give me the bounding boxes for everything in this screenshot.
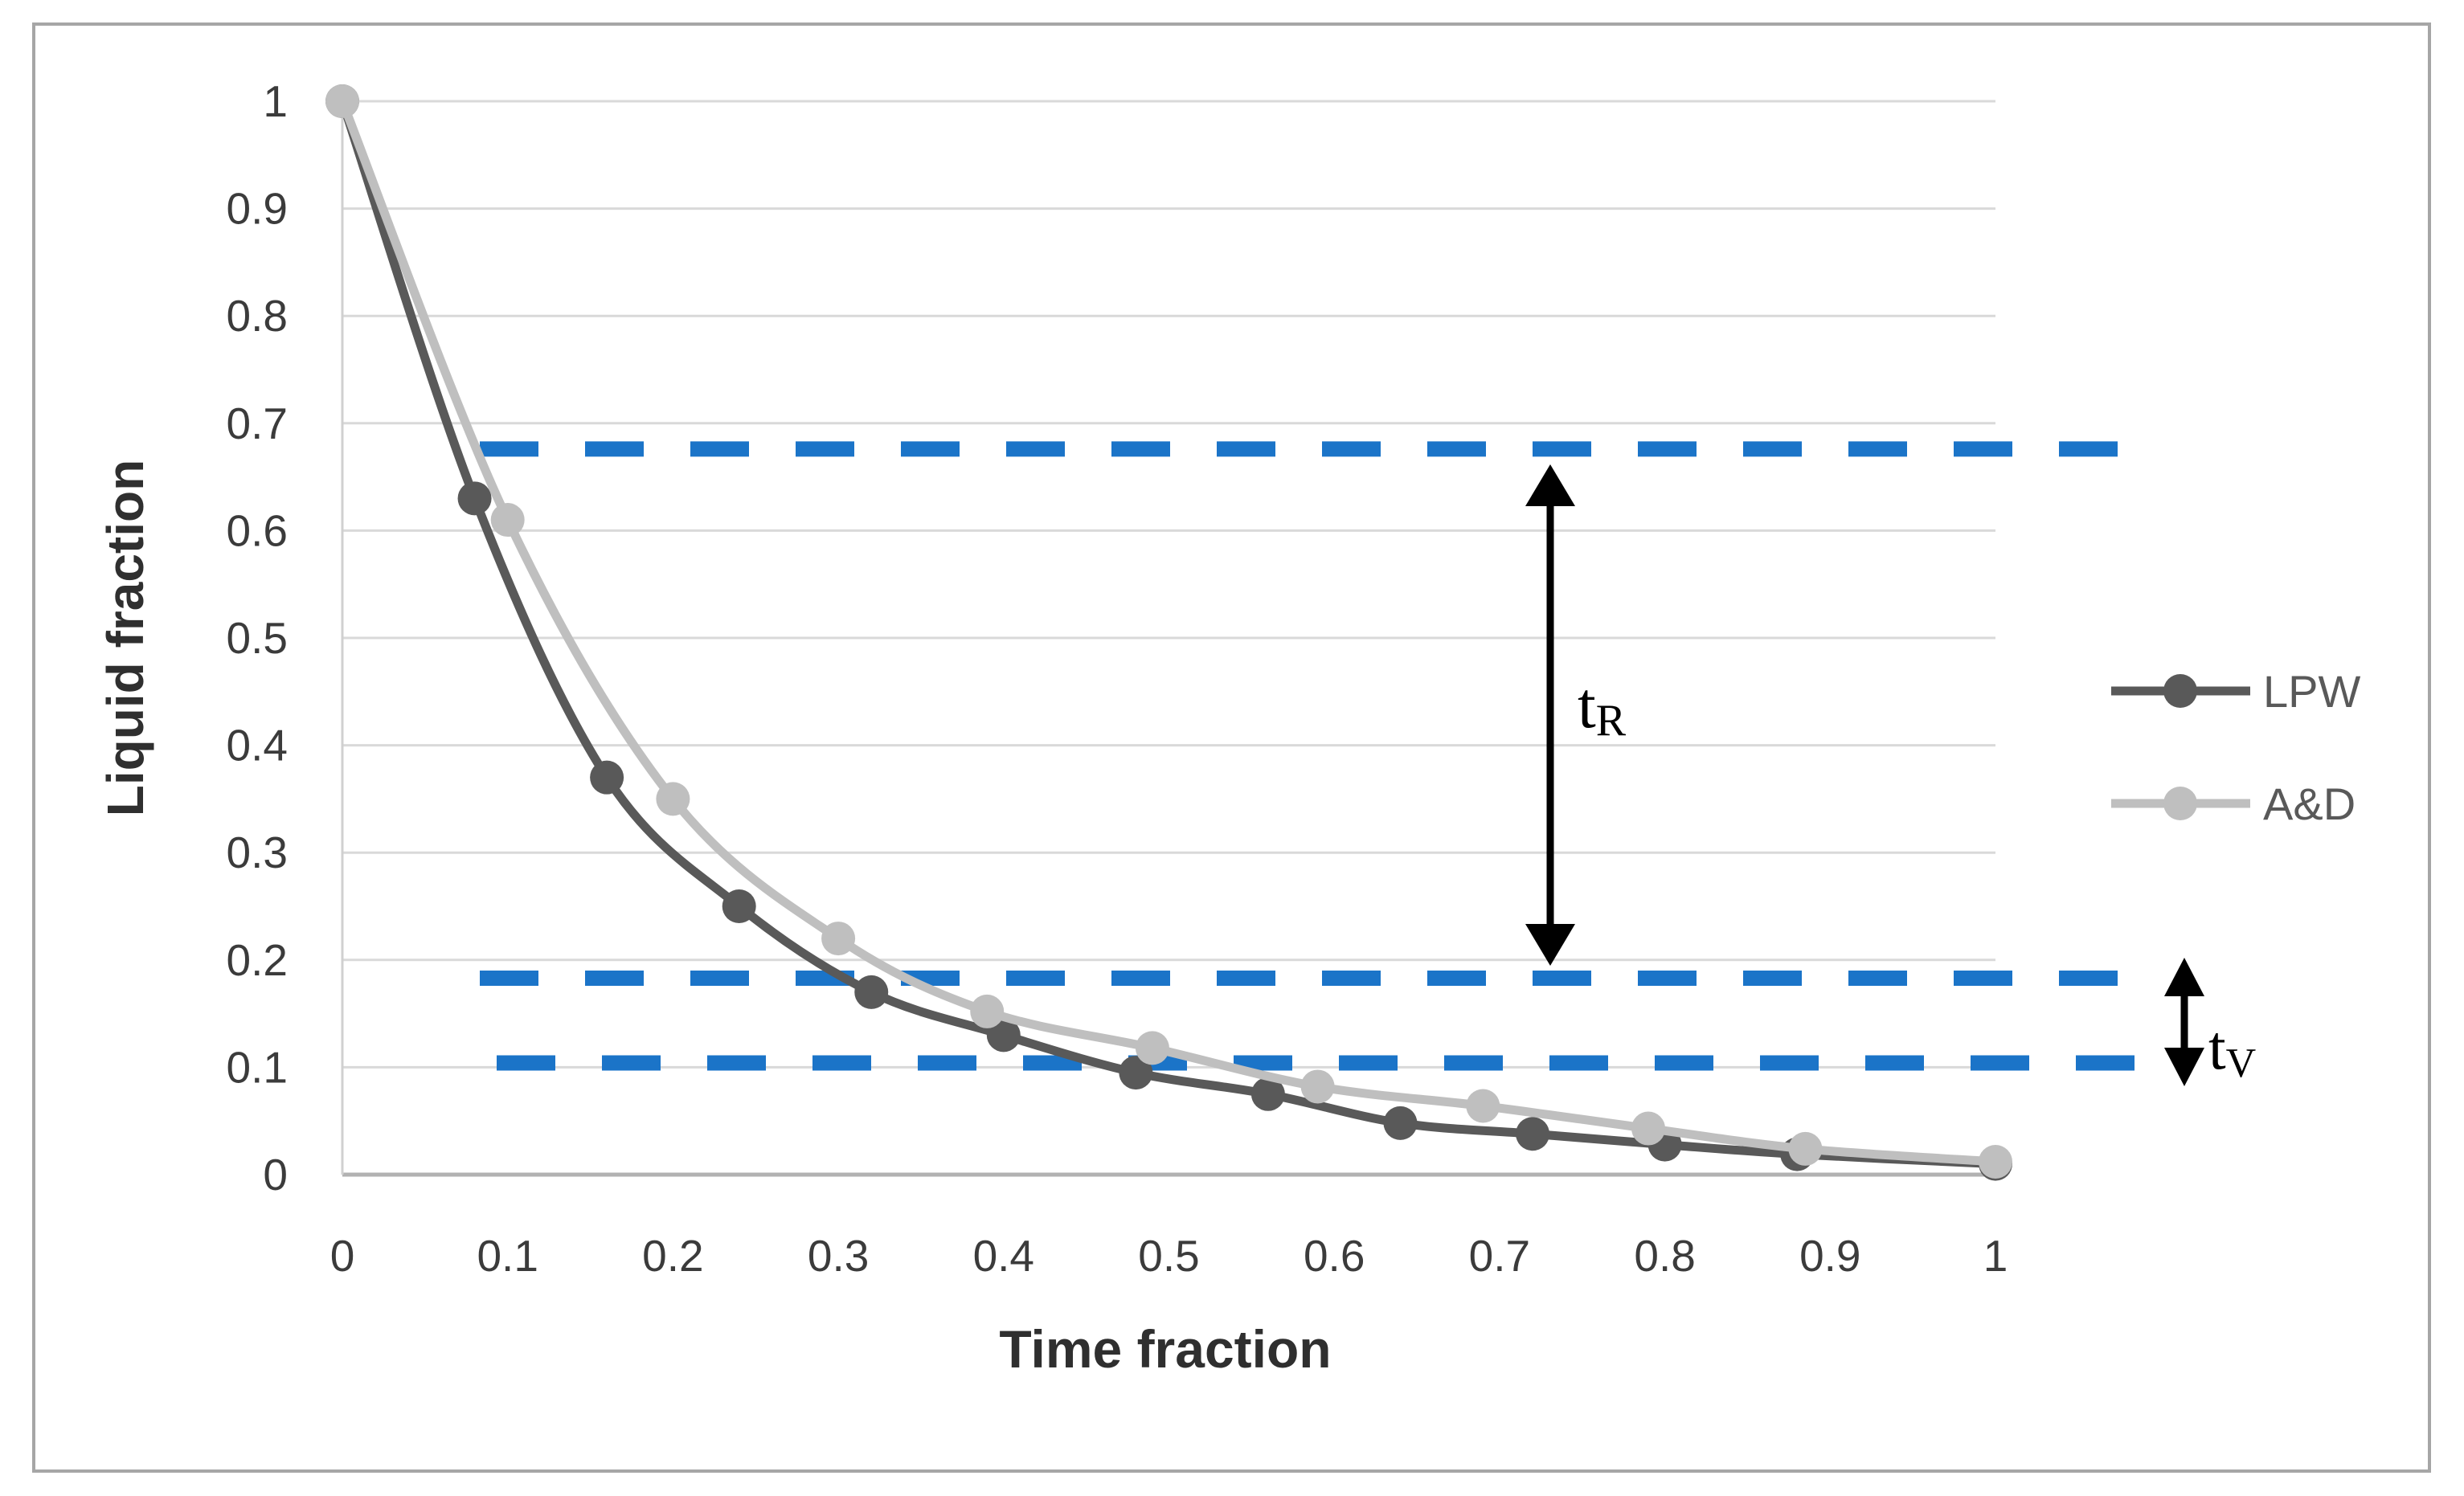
y-tick-label: 0.7 [227, 399, 288, 448]
x-tick-label: 0.3 [808, 1231, 869, 1281]
data-marker-ad [1135, 1031, 1169, 1065]
series-line-lpw [338, 96, 2000, 1169]
y-axis-title: Liquid fraction [96, 460, 154, 816]
reference-lines [480, 441, 2139, 1071]
annotations: tR tV [1525, 464, 2256, 1086]
tV-label: tV [2208, 1012, 2256, 1086]
legend-label-lpw: LPW [2263, 666, 2360, 717]
x-tick-label: 0.9 [1799, 1231, 1860, 1281]
legend-label-ad: A&D [2263, 779, 2356, 829]
y-tick-label: 0.5 [227, 613, 288, 663]
data-marker-ad [490, 503, 525, 537]
y-tick-label: 0.1 [227, 1042, 288, 1092]
data-marker-lpw [854, 975, 889, 1009]
y-tick-label: 0.4 [227, 721, 288, 770]
tV-arrowhead-up [2164, 958, 2204, 996]
data-marker-lpw [1383, 1106, 1418, 1140]
y-tick-label: 0.8 [227, 291, 288, 341]
x-tick-label: 0 [330, 1231, 355, 1281]
legend: LPW A&D [2111, 666, 2360, 829]
y-tick-label: 0.3 [227, 828, 288, 877]
data-marker-ad [821, 922, 856, 956]
data-marker-lpw [1516, 1117, 1550, 1151]
data-marker-lpw [1119, 1056, 1153, 1090]
chart-border [32, 22, 2431, 1473]
y-tick-label: 0.2 [227, 935, 288, 985]
x-tick-label: 0.7 [1469, 1231, 1530, 1281]
x-axis-tick-labels: 0 0.1 0.2 0.3 0.4 0.5 0.6 0.7 0.8 0.9 1 [330, 1231, 2008, 1281]
legend-item-ad: A&D [2111, 779, 2356, 829]
y-tick-label: 0 [263, 1150, 288, 1200]
data-marker-lpw [457, 481, 492, 516]
data-marker-ad [1300, 1069, 1335, 1104]
series-line-ad [338, 96, 2000, 1167]
data-marker-lpw [590, 760, 624, 795]
tR-arrowhead-down [1525, 924, 1575, 966]
annotation-tR: tR [1525, 464, 1627, 966]
tV-arrowhead-down [2164, 1048, 2204, 1086]
x-tick-label: 0.8 [1634, 1231, 1695, 1281]
x-axis-title: Time fraction [999, 1319, 1331, 1379]
data-marker-ad [970, 994, 1005, 1028]
x-tick-label: 1 [1983, 1231, 2008, 1281]
gridlines [342, 100, 1995, 1177]
tR-label: tR [1578, 668, 1627, 746]
annotation-tV: tV [2164, 958, 2256, 1086]
x-tick-label: 0.5 [1138, 1231, 1199, 1281]
data-marker-ad [1979, 1144, 2012, 1179]
y-tick-label: 0.6 [227, 505, 288, 555]
x-tick-label: 0.4 [973, 1231, 1034, 1281]
legend-item-lpw: LPW [2111, 666, 2360, 717]
y-axis-tick-labels: 0 0.1 0.2 0.3 0.4 0.5 0.6 0.7 0.8 0.9 1 [227, 76, 288, 1200]
series-plot [325, 84, 2012, 1181]
legend-marker-lpw [2163, 674, 2197, 708]
x-tick-label: 0.1 [477, 1231, 538, 1281]
data-marker-lpw [722, 889, 756, 923]
data-marker-lpw [986, 1018, 1021, 1053]
data-marker-ad [1631, 1111, 1666, 1146]
y-tick-label: 0.9 [227, 184, 288, 234]
data-marker-ad [1788, 1131, 1823, 1166]
data-marker-lpw [1250, 1077, 1285, 1111]
tR-arrowhead-up [1525, 464, 1575, 506]
y-tick-label: 1 [263, 76, 288, 126]
data-marker-ad [1466, 1089, 1500, 1123]
data-marker-ad [325, 84, 359, 118]
legend-marker-ad [2163, 787, 2197, 820]
x-tick-label: 0.6 [1304, 1231, 1365, 1281]
x-tick-label: 0.2 [642, 1231, 703, 1281]
data-marker-ad [656, 782, 690, 816]
